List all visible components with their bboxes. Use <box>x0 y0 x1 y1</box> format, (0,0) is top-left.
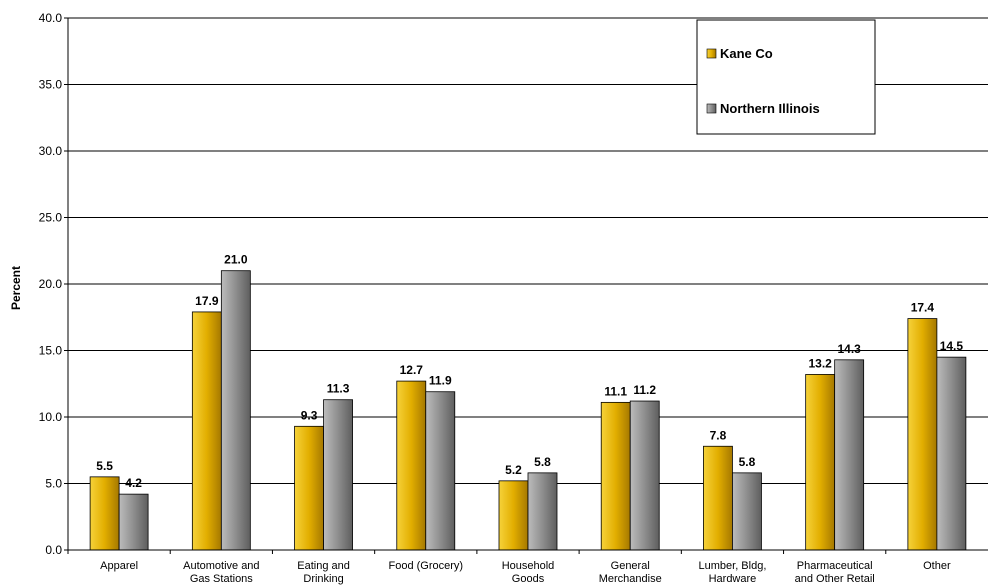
y-tick-label: 40.0 <box>39 11 63 25</box>
y-tick-label: 5.0 <box>45 477 62 491</box>
x-category-label: Food (Grocery) <box>388 560 463 572</box>
bar-northern-illinois <box>629 400 660 551</box>
x-category-label: Automotive and <box>183 560 259 572</box>
y-axis-label: Percent <box>9 266 23 310</box>
data-label-northern-illinois: 11.3 <box>327 382 350 396</box>
x-category-label: Gas Stations <box>190 573 253 585</box>
legend-swatch-northern-illinois <box>706 103 717 114</box>
data-label-kane-co: 17.4 <box>911 301 935 315</box>
bar-northern-illinois <box>834 359 865 551</box>
data-label-kane-co: 5.5 <box>96 459 113 473</box>
bar-kane-co <box>89 476 120 551</box>
x-category-label: Lumber, Bldg, <box>699 560 767 572</box>
data-label-kane-co: 17.9 <box>195 294 219 308</box>
y-tick-label: 35.0 <box>39 78 63 92</box>
bar-northern-illinois <box>425 391 456 551</box>
x-category-label: Pharmaceutical <box>797 560 873 572</box>
legend-label-northern-illinois: Northern Illinois <box>720 101 820 116</box>
bar-northern-illinois <box>118 493 149 551</box>
bar-kane-co <box>600 401 631 551</box>
bar-northern-illinois <box>936 356 967 551</box>
legend: Kane Co Northern Illinois <box>696 19 876 135</box>
data-label-northern-illinois: 5.8 <box>534 455 551 469</box>
data-label-northern-illinois: 14.5 <box>940 339 964 353</box>
bar-northern-illinois <box>527 472 558 551</box>
bar-northern-illinois <box>323 399 353 551</box>
legend-swatch-kane-co <box>706 48 717 59</box>
bar-northern-illinois <box>220 270 251 551</box>
data-label-kane-co: 11.1 <box>604 384 627 398</box>
y-tick-label: 15.0 <box>39 344 63 358</box>
x-category-label: General <box>611 560 650 572</box>
data-label-kane-co: 9.3 <box>301 408 318 422</box>
bar-kane-co <box>294 425 324 551</box>
data-label-northern-illinois: 11.9 <box>429 374 452 388</box>
x-category-label: and Other Retail <box>795 573 875 585</box>
data-label-northern-illinois: 21.0 <box>224 253 248 267</box>
data-label-kane-co: 5.2 <box>505 463 522 477</box>
bar-kane-co <box>805 374 836 551</box>
bar-kane-co <box>907 318 938 551</box>
x-category-label: Eating and <box>297 560 350 572</box>
x-category-label: Household <box>502 560 555 572</box>
x-category-label: Hardware <box>709 573 757 585</box>
x-category-label: Drinking <box>303 573 343 585</box>
data-label-northern-illinois: 11.2 <box>633 383 656 397</box>
y-tick-label: 0.0 <box>45 543 62 557</box>
y-tick-label: 10.0 <box>39 410 63 424</box>
x-category-label: Merchandise <box>599 573 662 585</box>
data-label-northern-illinois: 5.8 <box>739 455 756 469</box>
bars <box>89 270 967 551</box>
data-label-kane-co: 12.7 <box>400 363 424 377</box>
y-tick-label: 30.0 <box>39 144 63 158</box>
y-tick-label: 20.0 <box>39 277 63 291</box>
data-label-northern-illinois: 4.2 <box>125 476 142 490</box>
x-category-label: Apparel <box>100 560 138 572</box>
bar-kane-co <box>396 380 427 551</box>
bar-kane-co <box>703 445 733 551</box>
data-label-kane-co: 7.8 <box>710 428 727 442</box>
x-category-label: Other <box>923 560 951 572</box>
x-category-label: Goods <box>512 573 545 585</box>
bar-kane-co <box>498 480 529 551</box>
data-label-kane-co: 13.2 <box>808 356 832 370</box>
y-tick-label: 25.0 <box>39 211 63 225</box>
y-axis-ticks: 0.0 5.0 10.0 15.0 20.0 25.0 30.0 35.0 40.0 <box>39 11 68 557</box>
data-labels: 5.5 4.2 17.9 21.0 9.3 11.3 12.7 11.9 5.2 5.8 11.1 1… <box>96 253 963 490</box>
data-label-northern-illinois: 14.3 <box>837 342 861 356</box>
bar-kane-co <box>191 311 222 551</box>
legend-box <box>696 19 876 135</box>
legend-label-kane-co: Kane Co <box>720 46 773 61</box>
bar-northern-illinois <box>732 472 762 551</box>
